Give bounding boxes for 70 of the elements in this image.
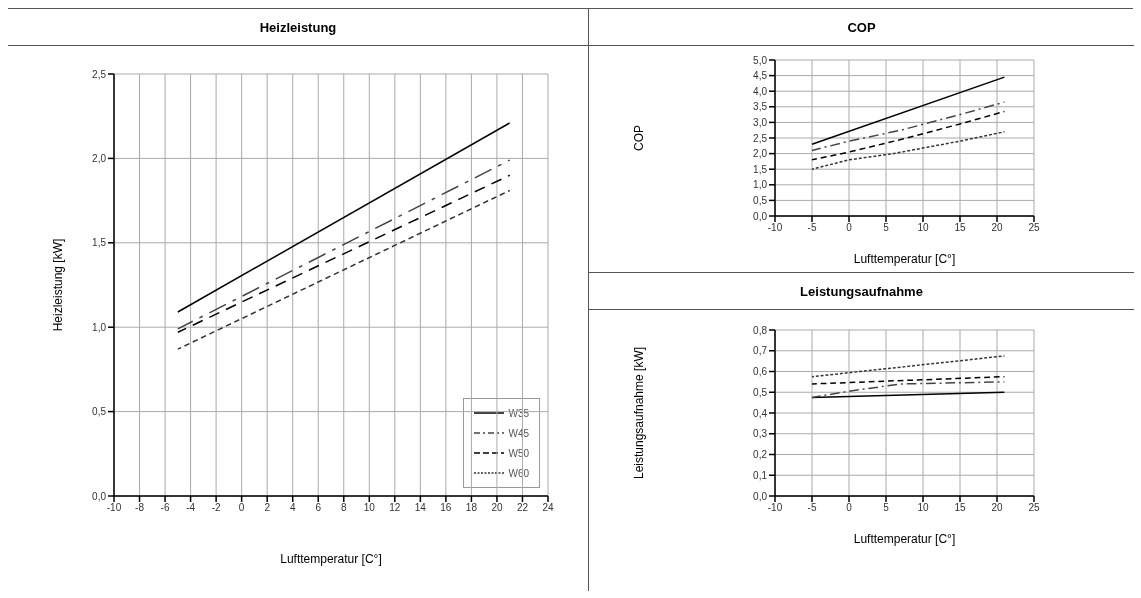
chart-title: Heizleistung [8, 9, 588, 46]
y-tick-label: 2,5 [753, 132, 768, 144]
y-tick-label: 1,0 [753, 179, 768, 191]
y-tick-label: 2,0 [92, 152, 107, 164]
x-tick-label: 20 [491, 502, 503, 514]
y-tick-label: 2,0 [753, 148, 768, 160]
x-tick-label: 8 [340, 502, 347, 514]
x-tick-label: 15 [954, 502, 966, 514]
x-tick-label: -5 [807, 222, 817, 234]
x-tick-label: 0 [846, 502, 853, 514]
y-tick-label: 1,0 [92, 321, 107, 333]
x-tick-label: 15 [954, 222, 966, 234]
x-tick-label: 10 [917, 502, 929, 514]
y-tick-label: 0,5 [92, 406, 107, 418]
y-tick-label: 4,0 [753, 85, 768, 97]
y-tick-label: 0,8 [753, 324, 768, 336]
x-tick-label: 24 [542, 502, 554, 514]
y-axis-title: Heizleistung [kW] [51, 238, 66, 332]
y-tick-label: 3,5 [753, 101, 768, 113]
y-tick-label: 0,5 [753, 194, 768, 206]
y-tick-label: 0,1 [753, 469, 768, 481]
y-tick-label: 0,5 [753, 386, 768, 398]
y-tick-label: 0,7 [753, 345, 768, 357]
x-tick-label: -10 [767, 222, 783, 234]
x-tick-label: -8 [135, 502, 145, 514]
x-tick-label: -6 [160, 502, 170, 514]
x-tick-label: 0 [238, 502, 245, 514]
x-tick-label: 4 [289, 502, 296, 514]
x-tick-label: 0 [846, 222, 853, 234]
x-tick-label: 16 [440, 502, 452, 514]
y-axis-title: COP [632, 124, 647, 152]
x-tick-label: 22 [516, 502, 529, 514]
x-tick-label: 5 [883, 502, 890, 514]
y-axis-title: Leistungsaufnahme [kW] [632, 346, 647, 480]
x-tick-label: 18 [465, 502, 478, 514]
x-tick-label: 10 [363, 502, 376, 514]
x-tick-label: -2 [211, 502, 221, 514]
legend-label: W45 [508, 427, 529, 439]
x-tick-label: -10 [767, 502, 783, 514]
y-tick-label: 0,4 [753, 407, 768, 419]
chart-title: COP [589, 9, 1134, 46]
x-tick-label: -4 [186, 502, 196, 514]
y-tick-label: 0,3 [753, 428, 768, 440]
y-tick-label: 0,0 [753, 490, 768, 502]
y-tick-label: 0,2 [753, 449, 768, 461]
x-tick-label: 2 [264, 502, 271, 514]
y-tick-label: 0,6 [753, 366, 768, 378]
x-tick-label: 20 [991, 502, 1003, 514]
y-tick-label: 4,5 [753, 70, 768, 82]
x-axis-title: Lufttemperatur [C°] [853, 251, 956, 266]
y-tick-label: 2,5 [92, 68, 107, 80]
y-tick-label: 5,0 [753, 54, 768, 66]
x-tick-label: 20 [991, 222, 1003, 234]
y-tick-label: 3,0 [753, 116, 768, 128]
x-tick-label: 6 [315, 502, 322, 514]
x-axis-title: Lufttemperatur [C°] [853, 531, 956, 546]
x-tick-label: 25 [1028, 502, 1040, 514]
x-tick-label: -5 [807, 502, 817, 514]
chart-title: Leistungsaufnahme [589, 273, 1134, 310]
x-tick-label: 5 [883, 222, 890, 234]
x-axis-title: Lufttemperatur [C°] [280, 551, 382, 566]
y-tick-label: 1,5 [753, 163, 768, 175]
x-tick-label: 12 [389, 502, 401, 514]
y-tick-label: 0,0 [753, 210, 768, 222]
x-tick-label: 25 [1028, 222, 1040, 234]
x-tick-label: 10 [917, 222, 929, 234]
y-tick-label: 0,0 [92, 490, 107, 502]
x-tick-label: -10 [106, 502, 122, 514]
x-tick-label: 14 [414, 502, 427, 514]
y-tick-label: 1,5 [92, 237, 107, 249]
